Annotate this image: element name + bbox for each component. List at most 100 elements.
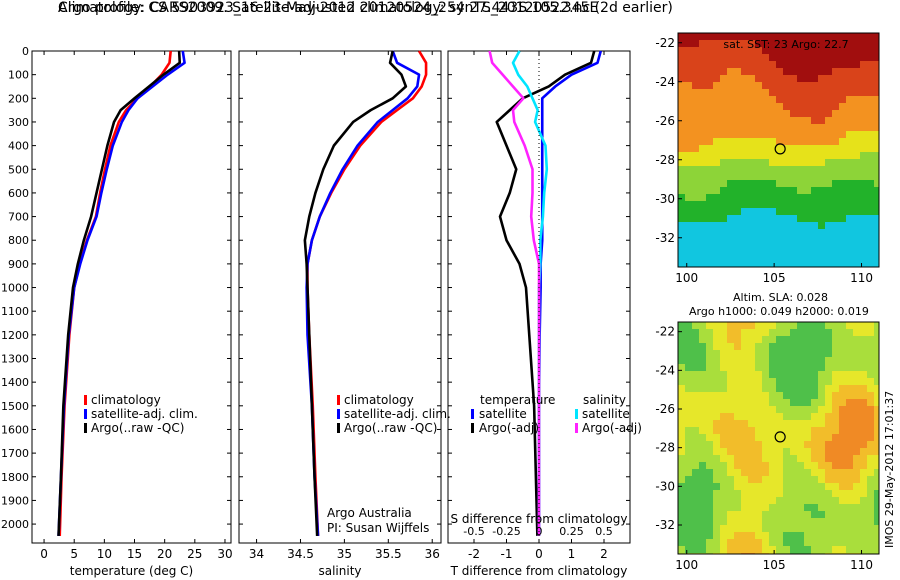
map-cell <box>699 187 706 194</box>
map-cell <box>769 96 776 103</box>
map-cell <box>769 343 776 350</box>
map-cell <box>790 68 797 75</box>
map-cell <box>797 33 804 40</box>
map-cell <box>706 371 713 378</box>
y-tick-label: 500 <box>8 163 29 176</box>
map-cell <box>797 89 804 96</box>
map-cell <box>748 329 755 336</box>
map-cell <box>832 166 839 173</box>
map-cell <box>776 420 783 427</box>
map-cell <box>853 336 860 343</box>
map-cell <box>762 236 769 243</box>
map-cell <box>692 54 699 61</box>
y-tick-label: 1100 <box>1 305 29 318</box>
map-cell <box>678 68 685 75</box>
map-cell <box>853 138 860 145</box>
map-cell <box>685 483 692 490</box>
map-cell <box>776 131 783 138</box>
map-cell <box>762 96 769 103</box>
map-cell <box>797 497 804 504</box>
map-cell <box>804 54 811 61</box>
map-cell <box>706 462 713 469</box>
map-cell <box>790 490 797 497</box>
map-cell <box>769 89 776 96</box>
map-cell <box>685 33 692 40</box>
map-cell <box>832 483 839 490</box>
map-cell <box>839 229 846 236</box>
map-cell <box>832 476 839 483</box>
map-cell <box>741 504 748 511</box>
legend-label: satellite-adj. clim. <box>344 407 451 421</box>
map-cell <box>727 257 734 264</box>
map-cell <box>685 455 692 462</box>
map-cell <box>874 462 879 469</box>
map-cell <box>748 250 755 257</box>
map-cell <box>755 371 762 378</box>
map-cell <box>867 350 874 357</box>
map-cell <box>748 243 755 250</box>
map-cell <box>783 96 790 103</box>
map-cell <box>734 511 741 518</box>
map-cell <box>818 159 825 166</box>
map-cell <box>678 138 685 145</box>
map-cell <box>727 145 734 152</box>
map-cell <box>727 504 734 511</box>
map-cell <box>783 103 790 110</box>
map-cell <box>748 364 755 371</box>
map-cell <box>846 357 853 364</box>
map-cell <box>755 504 762 511</box>
map-cell <box>839 75 846 82</box>
map-cell <box>713 75 720 82</box>
map-cell <box>811 33 818 40</box>
map-cell <box>818 364 825 371</box>
profile-location-marker <box>774 431 786 443</box>
map-cell <box>769 82 776 89</box>
map-cell <box>790 476 797 483</box>
map-cell <box>804 61 811 68</box>
map-cell <box>832 504 839 511</box>
map-cell <box>832 497 839 504</box>
map-cell <box>741 336 748 343</box>
map-cell <box>692 406 699 413</box>
map-cell <box>692 385 699 392</box>
x2-tick-label: -0.5 <box>463 525 484 538</box>
map-cell <box>692 322 699 329</box>
map-cell <box>846 483 853 490</box>
map-cell <box>846 110 853 117</box>
map-cell <box>874 110 879 117</box>
map-cell <box>776 124 783 131</box>
map-cell <box>783 82 790 89</box>
map-cell <box>846 103 853 110</box>
map-cell <box>685 392 692 399</box>
map-cell <box>783 483 790 490</box>
map-cell <box>685 110 692 117</box>
map-cell <box>755 392 762 399</box>
map-cell <box>839 257 846 264</box>
map-cell <box>776 476 783 483</box>
map-cell <box>860 96 867 103</box>
map-cell <box>699 131 706 138</box>
map-cell <box>797 490 804 497</box>
map-cell <box>678 89 685 96</box>
map-cell <box>755 222 762 229</box>
map-cell <box>692 504 699 511</box>
map-cell <box>825 441 832 448</box>
map-cell <box>720 54 727 61</box>
map-cell <box>769 187 776 194</box>
map-cell <box>818 441 825 448</box>
y-tick-label: 2000 <box>1 518 29 531</box>
map-cell <box>748 131 755 138</box>
map-cell <box>755 103 762 110</box>
map-cell <box>811 357 818 364</box>
map-cell <box>692 194 699 201</box>
map-cell <box>818 40 825 47</box>
map-cell <box>706 420 713 427</box>
map-cell <box>734 159 741 166</box>
map-cell <box>839 61 846 68</box>
map-cell <box>846 180 853 187</box>
map-cell <box>734 103 741 110</box>
map-cell <box>839 33 846 40</box>
map-cell <box>755 40 762 47</box>
map-cell <box>811 336 818 343</box>
map-cell <box>825 469 832 476</box>
